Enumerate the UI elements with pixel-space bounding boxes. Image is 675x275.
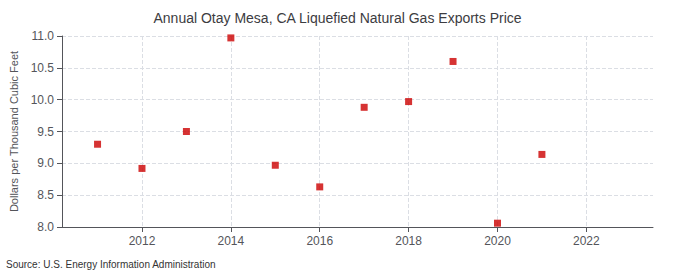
svg-text:2014: 2014 <box>218 234 245 248</box>
svg-text:8.5: 8.5 <box>37 188 54 202</box>
svg-text:Dollars per Thousand Cubic Fee: Dollars per Thousand Cubic Feet <box>8 51 20 212</box>
svg-text:2018: 2018 <box>395 234 422 248</box>
svg-text:9.0: 9.0 <box>37 156 54 170</box>
svg-text:Annual Otay Mesa, CA Liquefied: Annual Otay Mesa, CA Liquefied Natural G… <box>153 10 521 26</box>
svg-text:2022: 2022 <box>573 234 600 248</box>
svg-text:11.0: 11.0 <box>32 29 55 43</box>
svg-text:10.5: 10.5 <box>31 61 55 75</box>
svg-text:8.0: 8.0 <box>37 220 54 234</box>
svg-text:2012: 2012 <box>129 234 156 248</box>
svg-text:2016: 2016 <box>306 234 333 248</box>
svg-text:9.5: 9.5 <box>37 125 54 139</box>
svg-text:Source: U.S. Energy Informatio: Source: U.S. Energy Information Administ… <box>6 259 216 270</box>
svg-text:10.0: 10.0 <box>31 93 55 107</box>
svg-text:2020: 2020 <box>484 234 511 248</box>
